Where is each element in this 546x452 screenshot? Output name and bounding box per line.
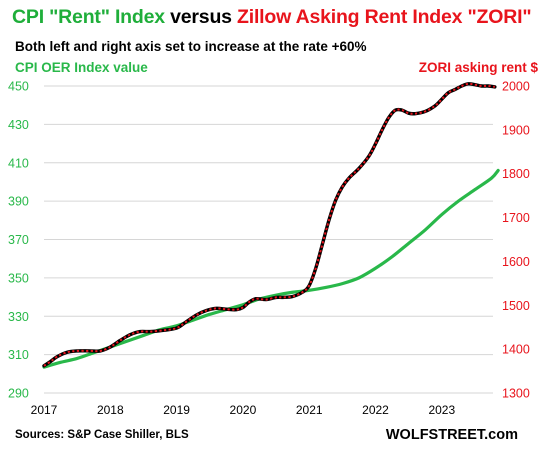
y-left-tick-label: 390	[8, 195, 29, 209]
x-tick-label: 2018	[97, 403, 124, 417]
y-left-tick-label: 450	[8, 80, 29, 94]
chart-subtitle: Both left and right axis set to increase…	[15, 39, 367, 54]
y-left-tick-label: 410	[8, 156, 29, 170]
x-tick-label: 2023	[428, 403, 455, 417]
x-tick-label: 2022	[362, 403, 389, 417]
y-left-tick-label: 290	[8, 387, 29, 401]
y-left-tick-label: 330	[8, 310, 29, 324]
series-line-zori	[42, 82, 497, 368]
title-part-versus: versus	[170, 6, 238, 28]
x-tick-label: 2020	[230, 403, 257, 417]
left-axis-label: CPI OER Index value	[15, 60, 148, 75]
x-tick-label: 2017	[31, 403, 58, 417]
y-right-tick-label: 1600	[502, 255, 530, 269]
y-right-tick-label: 2000	[502, 80, 530, 94]
chart-title: CPI "Rent" Index versus Zillow Asking Re…	[12, 6, 532, 29]
y-right-tick-label: 1300	[502, 387, 530, 401]
y-left-tick-label: 370	[8, 233, 29, 247]
y-right-tick-label: 1900	[502, 123, 530, 137]
y-right-tick-label: 1700	[502, 211, 530, 225]
y-left-tick-label: 310	[8, 348, 29, 362]
y-right-tick-label: 1800	[502, 167, 530, 181]
x-tick-label: 2021	[296, 403, 323, 417]
source-note: Sources: S&P Case Shiller, BLS	[15, 429, 189, 441]
x-tick-label: 2019	[163, 403, 190, 417]
title-part-cpi: CPI "Rent" Index	[12, 6, 171, 28]
title-part-zori: Zillow Asking Rent Index "ZORI"	[237, 6, 532, 28]
series-line-cpi	[42, 168, 500, 369]
y-left-tick-label: 350	[8, 271, 29, 285]
brand-logo-text: WOLFSTREET.com	[385, 427, 518, 443]
y-right-tick-label: 1400	[502, 343, 530, 357]
y-right-tick-label: 1500	[502, 299, 530, 313]
series-line-zori-dots	[43, 82, 495, 367]
right-axis-label: ZORI asking rent $	[418, 60, 538, 75]
y-left-tick-label: 430	[8, 118, 29, 132]
